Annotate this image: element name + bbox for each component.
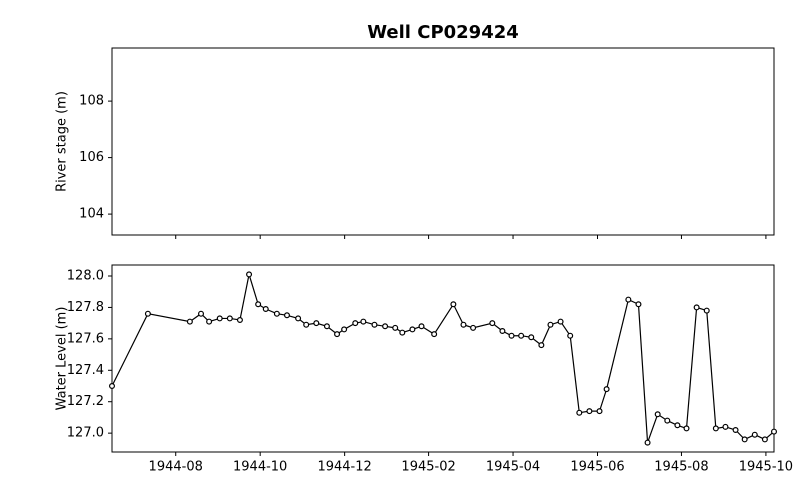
- data-point: [470, 324, 477, 331]
- data-point: [371, 321, 378, 328]
- data-point: [352, 320, 359, 327]
- data-point: [603, 386, 610, 393]
- x-tick-label: 1945-02: [401, 460, 455, 475]
- x-tick-label: 1944-08: [149, 460, 203, 475]
- data-point: [216, 315, 223, 322]
- y-tick-label: 127.4: [67, 363, 104, 378]
- data-point: [226, 315, 233, 322]
- data-point: [206, 318, 213, 325]
- data-point: [323, 323, 330, 330]
- data-point: [722, 423, 729, 430]
- data-point: [273, 310, 280, 317]
- data-point: [683, 425, 690, 432]
- data-point: [712, 425, 719, 432]
- x-tick-label: 1944-10: [233, 460, 287, 475]
- data-point: [144, 310, 151, 317]
- data-point: [262, 306, 269, 313]
- y-tick-label: 108: [79, 94, 104, 109]
- data-point: [360, 318, 367, 325]
- data-point: [295, 315, 302, 322]
- data-point: [236, 317, 243, 324]
- data-point: [693, 304, 700, 311]
- y-tick-label: 106: [79, 150, 104, 165]
- data-point: [770, 428, 777, 435]
- data-point: [528, 334, 535, 341]
- data-point: [499, 328, 506, 335]
- data-point: [399, 329, 406, 336]
- data-point: [635, 301, 642, 308]
- plot-frame: [111, 264, 775, 453]
- data-point: [644, 439, 651, 446]
- data-point: [392, 324, 399, 331]
- data-point: [557, 318, 564, 325]
- data-point: [518, 332, 525, 339]
- data-point: [341, 326, 348, 333]
- data-point: [761, 436, 768, 443]
- data-point: [283, 312, 290, 319]
- x-tick-label: 1945-10: [739, 460, 793, 475]
- data-point: [538, 342, 545, 349]
- data-point: [567, 332, 574, 339]
- chart-title: Well CP029424: [367, 22, 519, 43]
- data-point: [431, 331, 438, 338]
- x-tick-label: 1945-06: [570, 460, 624, 475]
- data-point: [313, 320, 320, 327]
- y-tick-label: 127.8: [67, 300, 104, 315]
- data-point: [703, 307, 710, 314]
- y-tick-label: 128.0: [67, 269, 104, 284]
- data-point: [586, 408, 593, 415]
- x-tick-label: 1944-12: [317, 460, 371, 475]
- plot-frame: [111, 47, 775, 236]
- y-tick-label: 104: [79, 207, 104, 222]
- data-point: [450, 301, 457, 308]
- data-point: [198, 310, 205, 317]
- data-point: [409, 326, 416, 333]
- data-point: [489, 320, 496, 327]
- data-point: [334, 331, 341, 338]
- y-tick-label: 127.0: [67, 426, 104, 441]
- data-point: [664, 417, 671, 424]
- data-point: [596, 408, 603, 415]
- y-axis-label: Water Level (m): [55, 307, 70, 411]
- data-point: [732, 427, 739, 434]
- data-point: [654, 411, 661, 418]
- data-point: [460, 321, 467, 328]
- data-point: [382, 323, 389, 330]
- data-point: [255, 301, 262, 308]
- data-point: [108, 383, 115, 390]
- y-tick-label: 127.2: [67, 394, 104, 409]
- data-point: [246, 271, 253, 278]
- data-point: [186, 318, 193, 325]
- data-point: [508, 332, 515, 339]
- data-point: [751, 431, 758, 438]
- y-tick-label: 127.6: [67, 331, 104, 346]
- series-line: [111, 274, 775, 443]
- x-tick-label: 1945-04: [486, 460, 540, 475]
- data-point: [741, 436, 748, 443]
- data-point: [576, 409, 583, 416]
- data-point: [418, 323, 425, 330]
- data-point: [303, 321, 310, 328]
- data-point: [625, 296, 632, 303]
- x-tick-label: 1945-08: [654, 460, 708, 475]
- y-axis-label: River stage (m): [55, 91, 70, 192]
- data-point: [674, 422, 681, 429]
- data-point: [547, 321, 554, 328]
